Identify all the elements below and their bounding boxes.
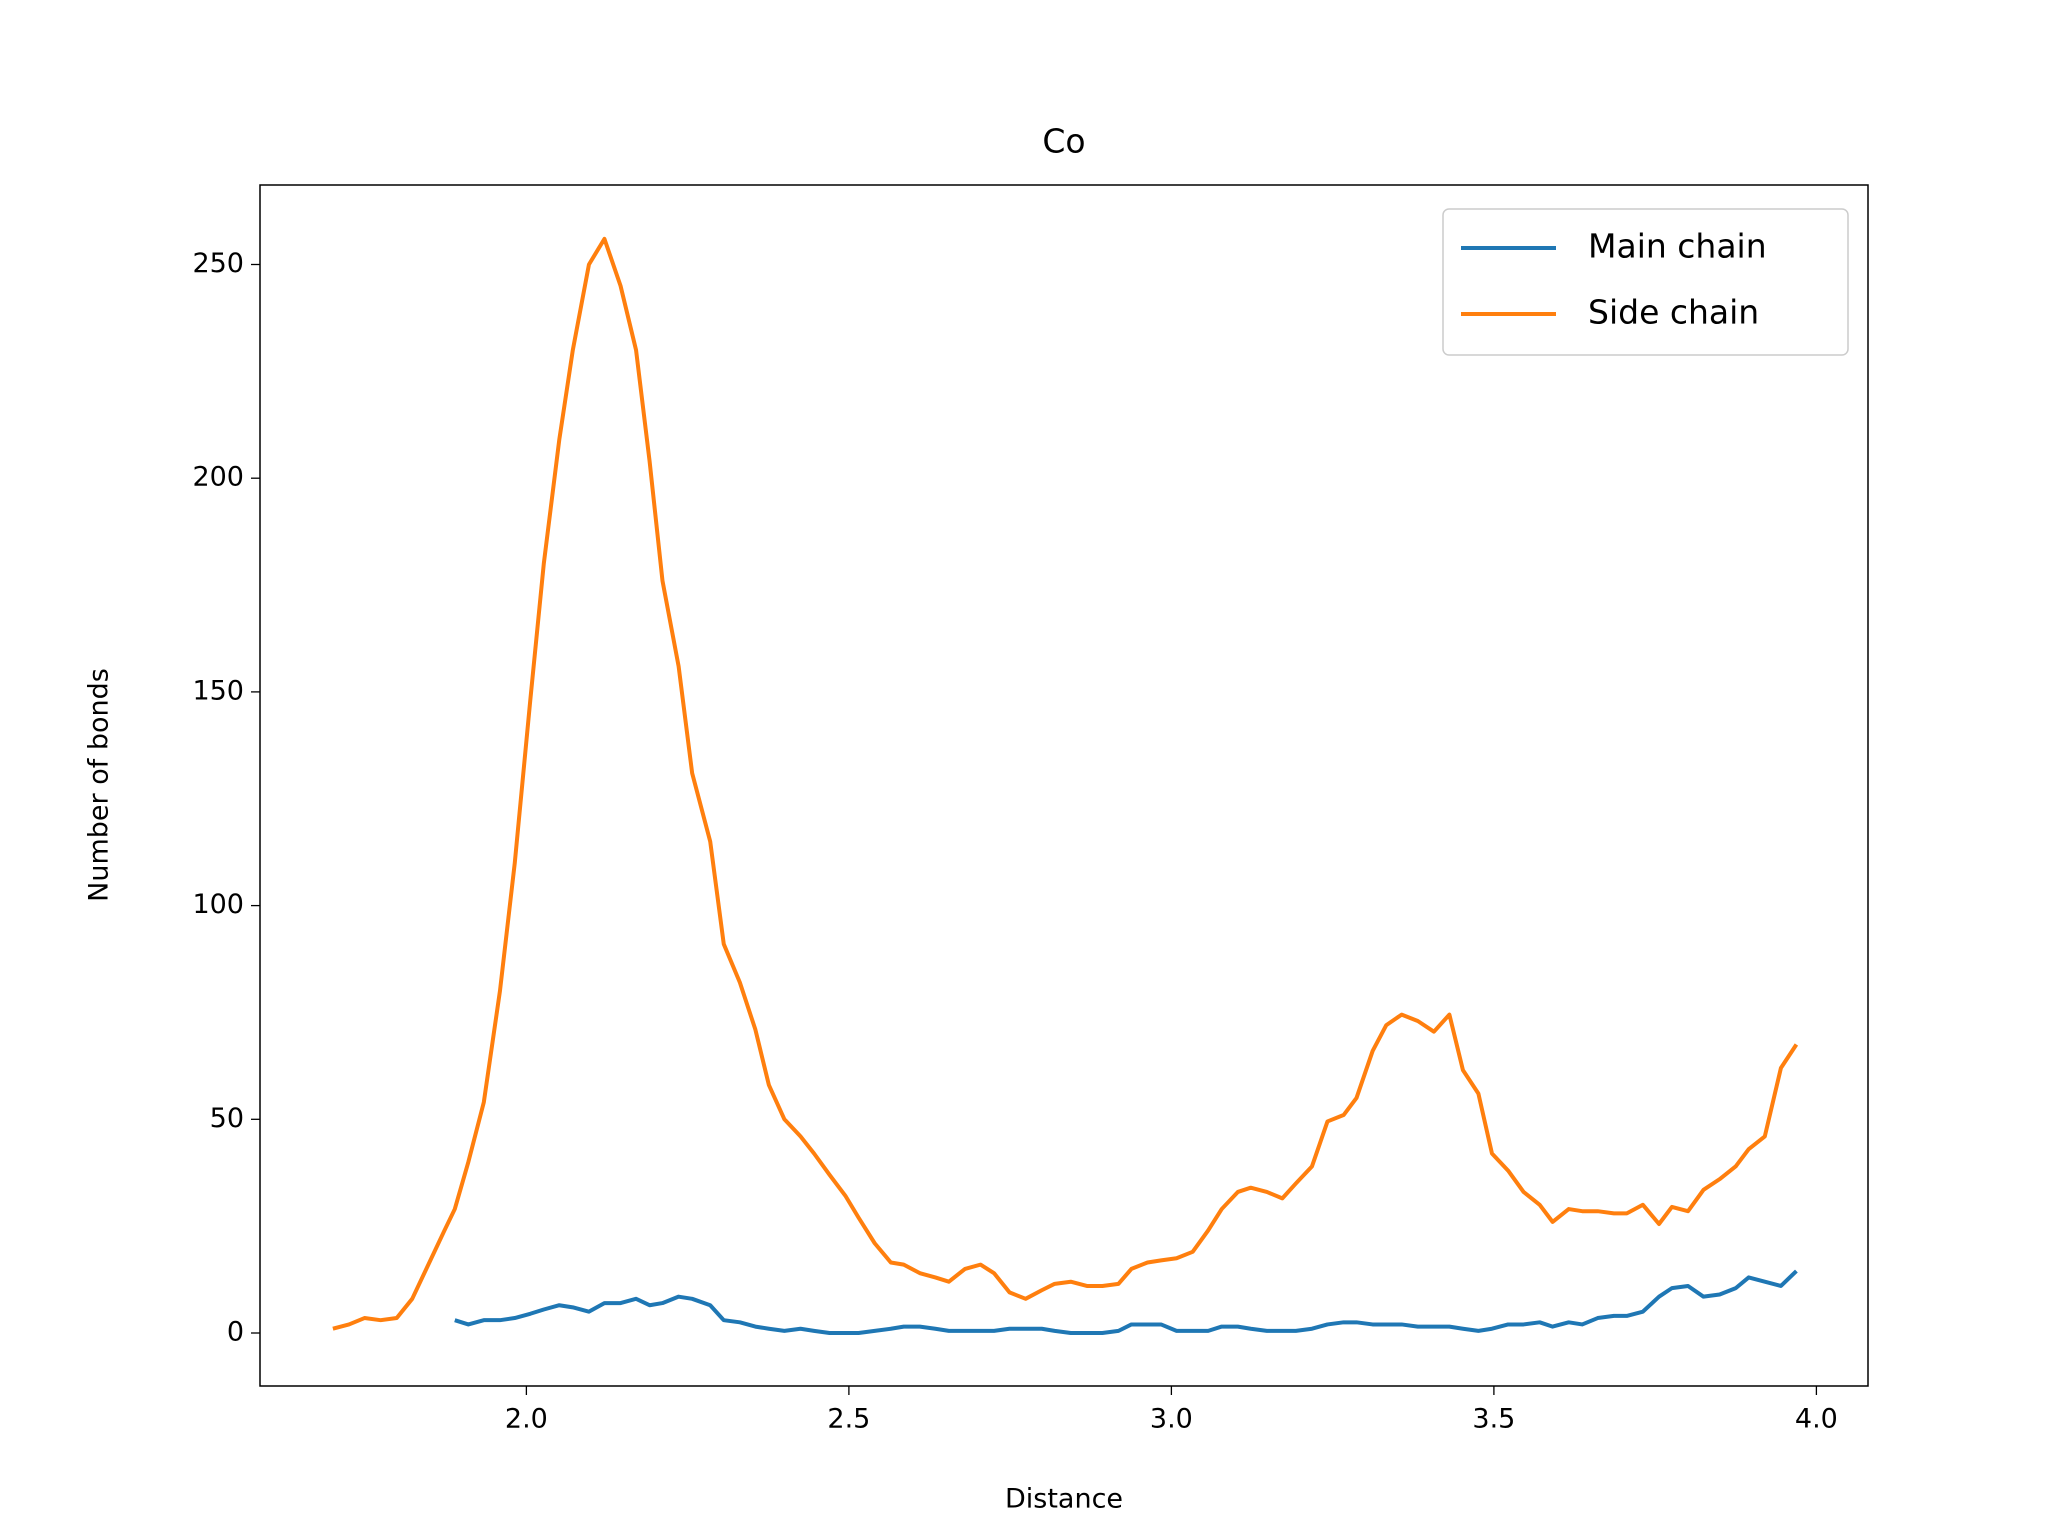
y-tick-label: 150 — [192, 675, 244, 706]
plot-frame — [259, 184, 1869, 1387]
legend-label: Side chain — [1588, 293, 1759, 332]
legend-label: Main chain — [1588, 227, 1767, 266]
y-axis-label: Number of bonds — [84, 668, 115, 902]
line-series — [332, 236, 1799, 1331]
y-tick-label: 250 — [192, 248, 244, 279]
x-axis-label: Distance — [1005, 1484, 1123, 1515]
line-series — [454, 1269, 1798, 1335]
chart-title: Co — [1042, 122, 1085, 161]
x-tick-label: 2.0 — [505, 1404, 548, 1435]
x-tick-label: 2.5 — [827, 1404, 870, 1435]
x-tick-label: 4.0 — [1795, 1404, 1838, 1435]
x-tick-label: 3.5 — [1472, 1404, 1515, 1435]
y-tick-label: 100 — [192, 889, 244, 920]
y-tick-label: 50 — [210, 1103, 244, 1134]
y-tick-label: 0 — [227, 1317, 244, 1348]
y-tick-label: 200 — [192, 462, 244, 493]
x-tick-label: 3.0 — [1150, 1404, 1193, 1435]
legend-box — [1442, 208, 1849, 356]
